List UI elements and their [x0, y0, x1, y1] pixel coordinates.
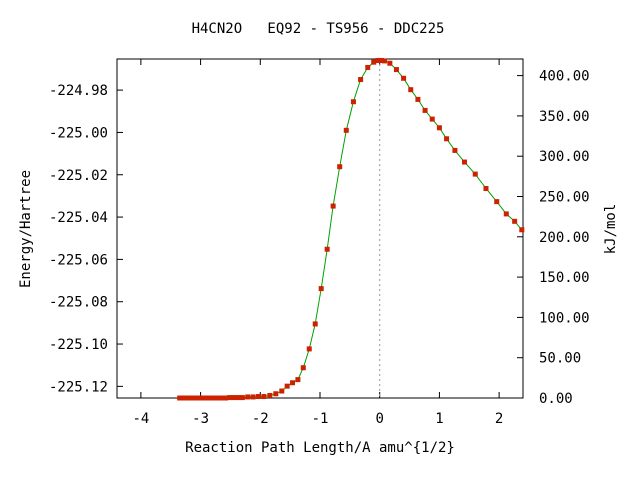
- data-point: [206, 395, 212, 401]
- x-tick-label: 1: [435, 411, 443, 427]
- data-point: [408, 87, 414, 93]
- chart-title: H4CN2O EQ92 - TS956 - DDC225: [192, 21, 445, 37]
- data-point: [312, 321, 318, 327]
- y-axis-label: Energy/Hartree: [18, 170, 34, 288]
- series-line: [179, 60, 523, 399]
- data-point: [245, 394, 251, 400]
- data-point: [429, 116, 435, 122]
- data-point: [235, 395, 241, 401]
- y-tick-label: -225.10: [49, 337, 108, 353]
- data-point: [503, 211, 509, 217]
- y2-tick-label: 150.00: [539, 270, 590, 286]
- data-point: [324, 246, 330, 252]
- data-point: [177, 395, 183, 401]
- data-point: [306, 346, 312, 352]
- y2-tick-label: 300.00: [539, 149, 590, 165]
- data-point: [381, 58, 387, 64]
- data-point: [210, 395, 216, 401]
- data-point: [512, 218, 518, 224]
- plot-frame: [116, 58, 524, 399]
- y-tick-label: -225.02: [49, 168, 108, 184]
- data-series: [177, 57, 525, 401]
- data-point: [279, 388, 285, 394]
- data-point: [295, 377, 301, 383]
- y-tick-label: -225.08: [49, 295, 108, 311]
- data-point: [337, 164, 343, 170]
- data-point: [371, 59, 377, 65]
- data-point: [290, 380, 296, 386]
- x-tick-label: 0: [375, 411, 383, 427]
- data-point: [256, 394, 262, 400]
- data-point: [193, 395, 199, 401]
- data-point: [218, 395, 224, 401]
- data-point: [401, 75, 407, 81]
- x-tick-label: -2: [252, 411, 269, 427]
- data-point: [318, 286, 324, 292]
- data-point: [330, 203, 336, 209]
- data-point: [214, 395, 220, 401]
- data-point: [198, 395, 204, 401]
- data-point: [393, 67, 399, 73]
- data-point: [365, 64, 371, 70]
- data-point: [444, 136, 450, 142]
- data-point: [185, 395, 191, 401]
- axis-ticks: -4 -3 -2 -1 0 1 2 -224.98 -225.00 -225.02 -225.04 -…: [49, 59, 590, 427]
- y2-tick-label: 250.00: [539, 190, 590, 206]
- data-point: [181, 395, 187, 401]
- data-point: [227, 395, 233, 401]
- data-point: [358, 77, 364, 83]
- data-point: [202, 395, 208, 401]
- data-point: [284, 383, 290, 389]
- y2-tick-label: 200.00: [539, 230, 590, 246]
- data-point: [350, 99, 356, 105]
- data-point: [300, 365, 306, 371]
- y-tick-label: -225.00: [49, 125, 108, 141]
- x-tick-label: -3: [192, 411, 209, 427]
- data-point: [452, 147, 458, 153]
- data-point: [483, 186, 489, 192]
- y2-tick-label: 400.00: [539, 69, 590, 85]
- x-tick-label: -4: [132, 411, 149, 427]
- x-tick-label: 2: [495, 411, 503, 427]
- y-tick-label: -225.04: [49, 210, 108, 226]
- data-point: [415, 96, 421, 102]
- data-point: [461, 159, 467, 165]
- data-point: [343, 127, 349, 133]
- data-point: [273, 391, 279, 397]
- y-tick-label: -224.98: [49, 83, 108, 99]
- data-point: [261, 394, 267, 400]
- data-point: [231, 395, 237, 401]
- x-axis-label: Reaction Path Length/A amu^{1/2}: [185, 440, 455, 456]
- data-point: [378, 57, 384, 63]
- x-tick-label: -1: [312, 411, 329, 427]
- data-point: [250, 394, 256, 400]
- y2-tick-label: 100.00: [539, 310, 590, 326]
- data-point: [267, 392, 273, 398]
- y2-tick-label: 350.00: [539, 109, 590, 125]
- y2-axis-label: kJ/mol: [603, 204, 619, 255]
- data-point: [494, 199, 500, 205]
- data-point: [239, 395, 245, 401]
- y2-tick-label: 50.00: [539, 351, 581, 367]
- y-tick-label: -225.06: [49, 252, 108, 268]
- data-point: [387, 60, 393, 66]
- data-point: [436, 125, 442, 131]
- data-point: [519, 227, 525, 233]
- data-point: [422, 107, 428, 113]
- y2-tick-label: 0.00: [539, 391, 573, 407]
- data-point: [223, 395, 229, 401]
- data-point: [472, 171, 478, 177]
- y-tick-label: -225.12: [49, 379, 108, 395]
- data-point: [189, 395, 195, 401]
